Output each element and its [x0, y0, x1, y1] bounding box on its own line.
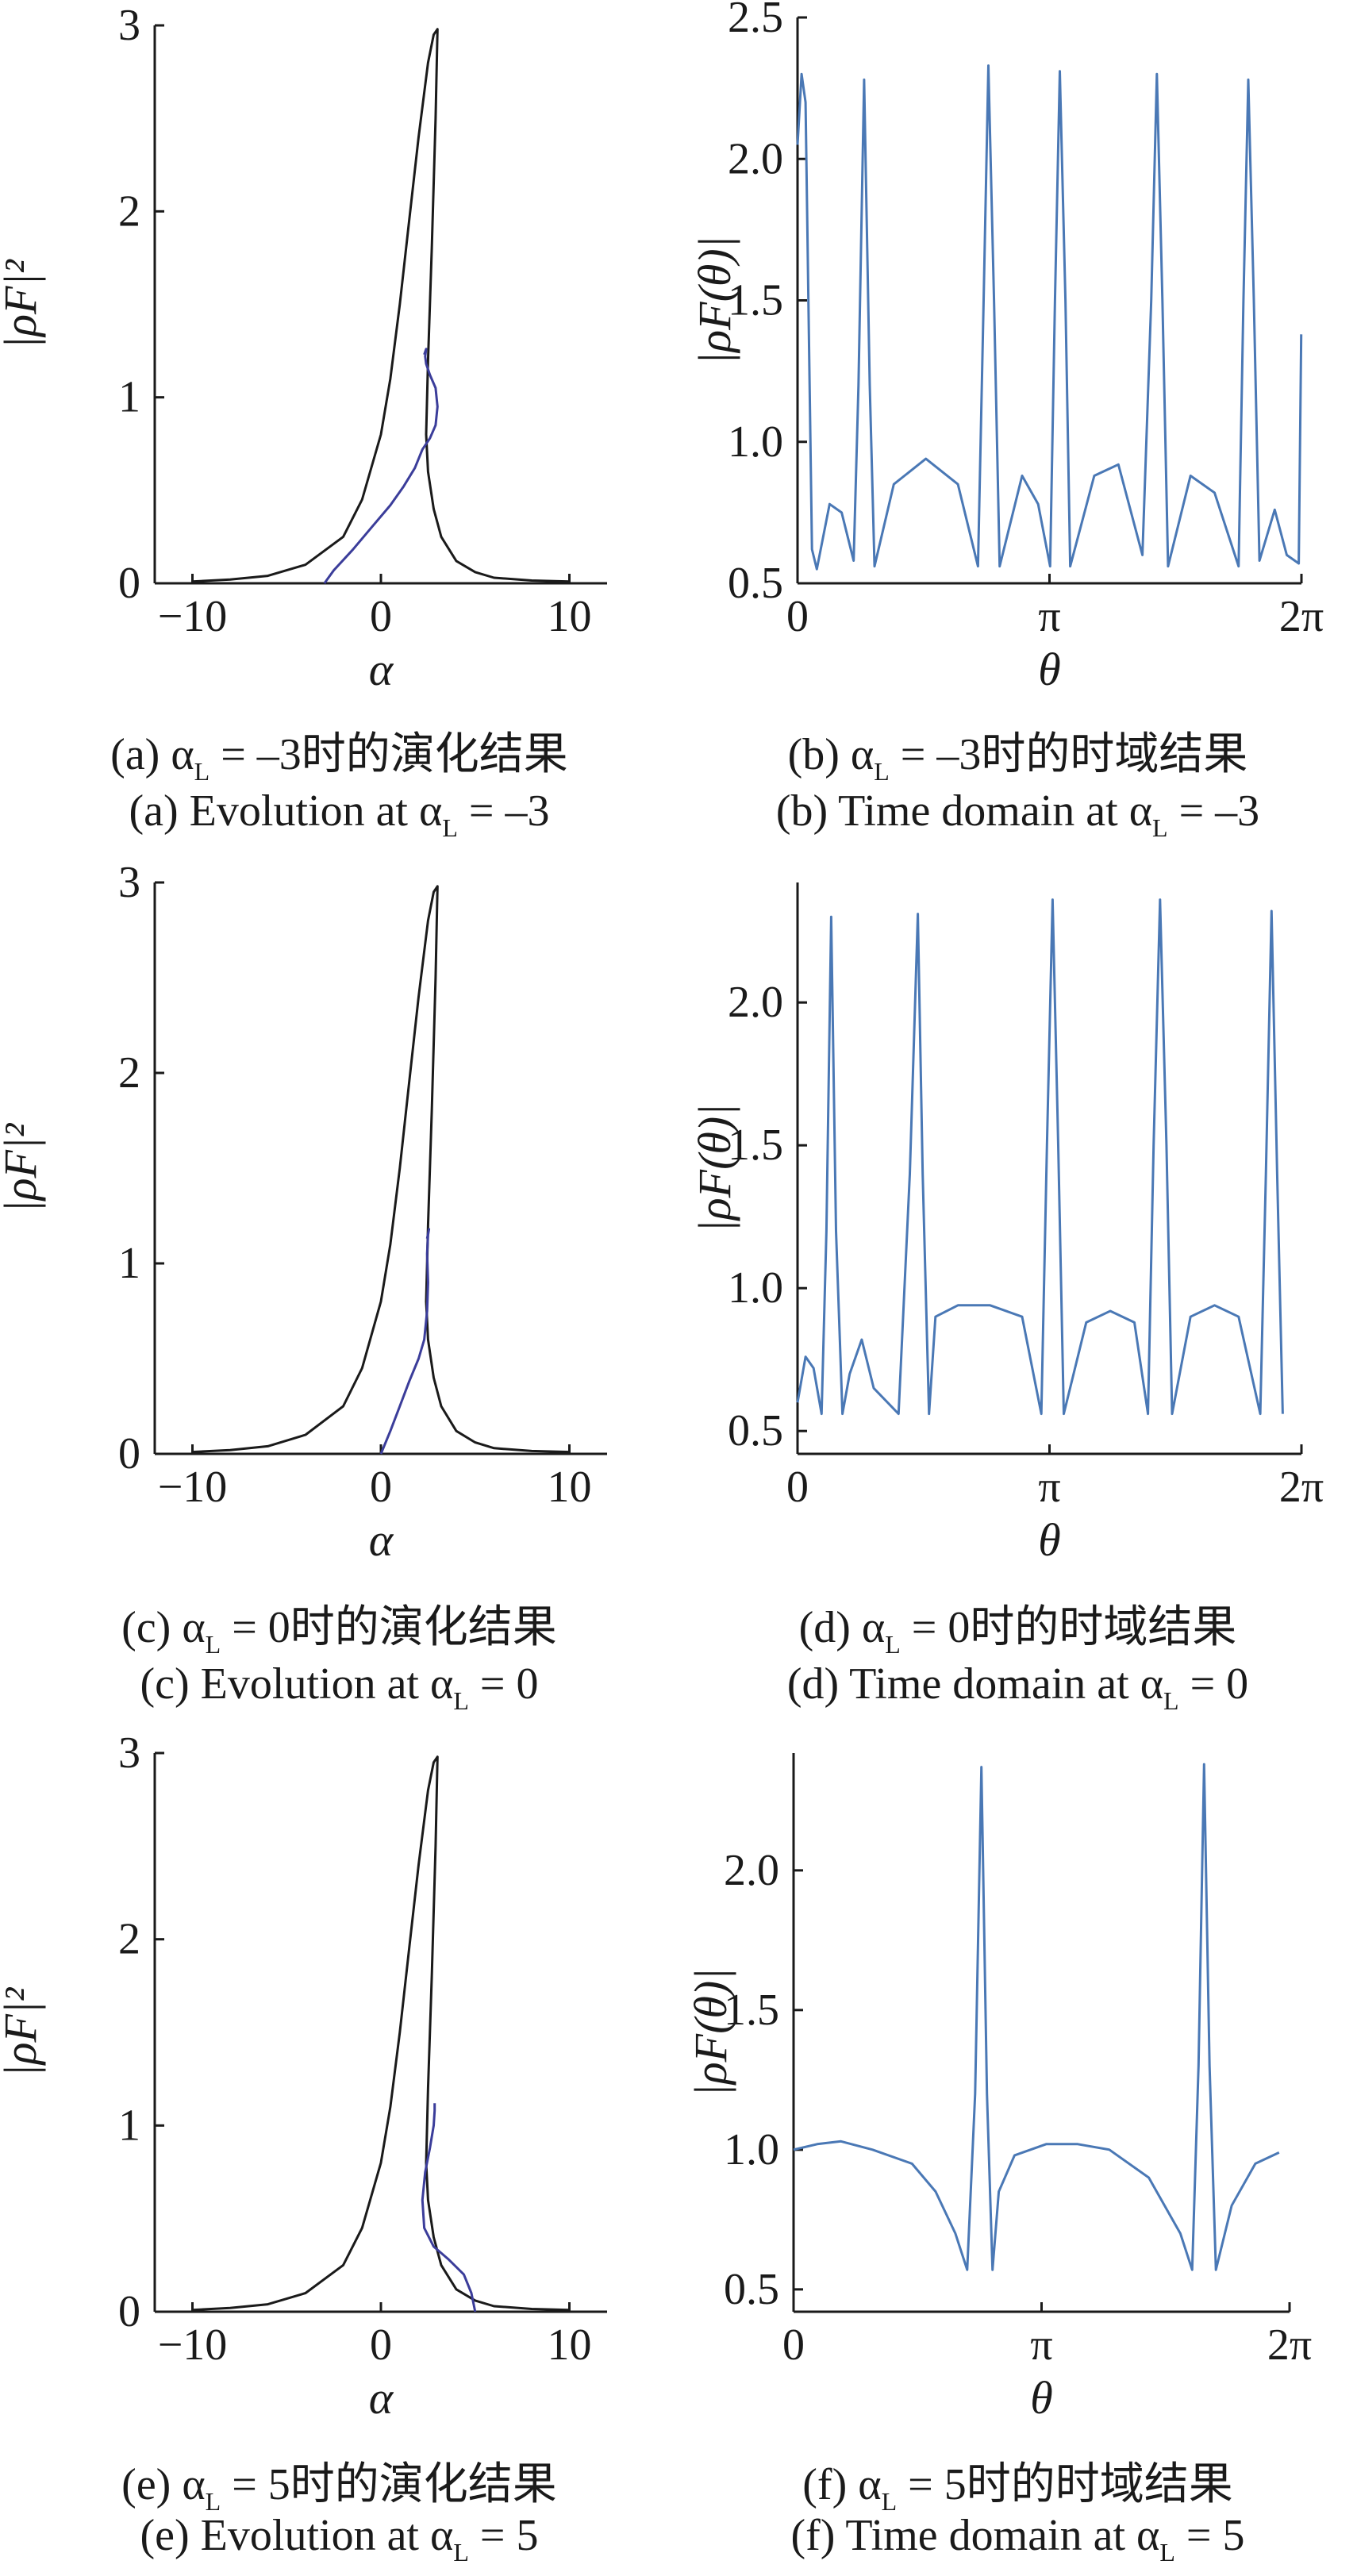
x-axis-label: θ	[1038, 1514, 1061, 1566]
y-tick-label: 0	[118, 559, 140, 608]
caption-d-cn: (d) αL = 0时的时域结果	[798, 1603, 1237, 1659]
y-axis-label: |ρF|²	[0, 259, 46, 349]
y-tick-label: 0	[118, 2287, 140, 2336]
x-tick-label: 0	[782, 2320, 805, 2370]
y-tick-label: 2	[118, 1048, 140, 1098]
x-axis-label: α	[369, 644, 394, 695]
panel-f-time-domain: 0 π 2π 0.5 1.0 1.5 2.0 θ |ρF(θ)| (f) αL = 5时的时域结…	[678, 1734, 1357, 2576]
series-line-1	[379, 1228, 431, 1455]
series-line-0	[796, 64, 1303, 571]
chart-e-svg: −10 0 10 0 1 2 3 α |ρF|²	[0, 1728, 607, 2424]
y-tick-label: 1.0	[728, 1263, 783, 1313]
caption-a-cn: (a) αL = –3时的演化结果	[110, 730, 568, 786]
caption-c-en: (c) Evolution at αL = 0	[140, 1659, 539, 1715]
caption-d-en: (d) Time domain at αL = 0	[786, 1659, 1249, 1715]
x-tick-label: −10	[158, 1463, 228, 1512]
x-axis-label: θ	[1038, 644, 1061, 695]
x-tick-label: 0	[370, 1463, 392, 1512]
y-tick-label: 0.5	[724, 2265, 779, 2314]
series-line-0	[796, 898, 1284, 1416]
chart-f-svg: 0 π 2π 0.5 1.0 1.5 2.0 θ |ρF(θ)|	[685, 1753, 1312, 2424]
y-axis-label: |ρF|²	[0, 1122, 46, 1213]
y-axis-label: |ρF|²	[0, 1986, 46, 2077]
chart-a-svg: −10 0 10 0 1 2 3 α |ρF|²	[0, 1, 607, 695]
caption-c-cn: (c) αL = 0时的演化结果	[121, 1603, 557, 1659]
x-tick-label: −10	[158, 592, 228, 641]
panel-d-time-domain: 0 π 2π 0.5 1.0 1.5 2.0 θ |ρF(θ)| (d) αL = 0时的时域结…	[678, 865, 1357, 1715]
x-axis-label: α	[369, 2372, 394, 2424]
panel-a-evolution: −10 0 10 0 1 2 3 α |ρF|² (a) αL = –3时的演化结果 (a) E…	[0, 0, 678, 849]
series-line-0	[192, 28, 570, 583]
x-tick-label: 0	[786, 1463, 809, 1512]
y-tick-label: 3	[118, 1, 140, 50]
caption-e-cn: (e) αL = 5时的演化结果	[121, 2460, 557, 2516]
y-tick-label: 1.0	[724, 2125, 779, 2174]
x-tick-label: 0	[370, 2320, 392, 2370]
y-tick-label: 1	[118, 1239, 140, 1288]
chart-d-svg: 0 π 2π 0.5 1.0 1.5 2.0 θ |ρF(θ)|	[689, 882, 1324, 1566]
y-tick-label: 2.0	[724, 1846, 779, 1895]
x-tick-label: 10	[548, 592, 592, 641]
y-tick-label: 1	[118, 2101, 140, 2150]
y-tick-label: 3	[118, 858, 140, 907]
x-tick-label: 2π	[1279, 592, 1324, 641]
caption-b-en: (b) Time domain at αL = –3	[775, 786, 1260, 842]
x-tick-label: 2π	[1267, 2320, 1312, 2370]
series-line-0	[793, 1763, 1280, 2271]
caption-f-en: (f) Time domain at αL = 5	[790, 2511, 1245, 2566]
y-tick-label: 1.5	[724, 1986, 779, 2035]
panel-b-time-domain: 0 π 2π 0.5 1.0 1.5 2.0 2.5 θ |ρF(θ)| (b) αL = –3时…	[678, 0, 1357, 849]
y-axis-label: |ρF(θ)|	[689, 236, 740, 364]
x-tick-label: 10	[548, 2320, 592, 2370]
y-tick-label: 2.0	[728, 978, 783, 1027]
x-axis-label: α	[369, 1514, 394, 1566]
y-tick-label: 2	[118, 186, 140, 236]
series-line-1	[421, 2103, 477, 2313]
caption-a-en: (a) Evolution at αL = –3	[129, 786, 550, 842]
x-tick-label: 0	[370, 592, 392, 641]
panel-e-evolution: −10 0 10 0 1 2 3 α |ρF|² (e) αL = 5时的演化结果 (e) Ev…	[0, 1728, 678, 2576]
y-tick-label: 1	[118, 373, 140, 422]
panel-c-evolution: −10 0 10 0 1 2 3 α |ρF|² (c) αL = 0时的演化结果 (c) Ev…	[0, 858, 678, 1715]
caption-f-cn: (f) αL = 5时的时域结果	[802, 2460, 1233, 2516]
y-tick-label: 3	[118, 1728, 140, 1778]
y-tick-label: 1.5	[728, 1121, 783, 1170]
x-tick-label: 0	[786, 592, 809, 641]
caption-b-cn: (b) αL = –3时的时域结果	[787, 730, 1248, 786]
y-tick-label: 2.5	[728, 0, 783, 42]
series-line-0	[192, 1755, 570, 2312]
x-tick-label: −10	[158, 2320, 228, 2370]
y-tick-label: 0.5	[728, 1406, 783, 1455]
x-tick-label: π	[1038, 1463, 1060, 1512]
x-tick-label: 10	[548, 1463, 592, 1512]
y-tick-label: 1.0	[728, 417, 783, 467]
x-axis-label: θ	[1030, 2372, 1053, 2424]
y-tick-label: 2.0	[728, 134, 783, 183]
x-tick-label: 2π	[1279, 1463, 1324, 1512]
y-tick-label: 0	[118, 1429, 140, 1478]
chart-b-svg: 0 π 2π 0.5 1.0 1.5 2.0 2.5 θ |ρF(θ)|	[689, 0, 1324, 695]
series-line-1	[323, 348, 439, 584]
caption-e-en: (e) Evolution at αL = 5	[140, 2511, 539, 2566]
x-tick-label: π	[1038, 592, 1060, 641]
x-tick-label: π	[1030, 2320, 1052, 2370]
y-axis-label: |ρF(θ)|	[685, 1968, 736, 2097]
y-tick-label: 0.5	[728, 559, 783, 608]
y-tick-label: 2	[118, 1915, 140, 1964]
series-line-0	[192, 885, 570, 1454]
y-tick-label: 1.5	[728, 276, 783, 325]
chart-c-svg: −10 0 10 0 1 2 3 α |ρF|²	[0, 858, 607, 1566]
y-axis-label: |ρF(θ)|	[689, 1104, 740, 1232]
